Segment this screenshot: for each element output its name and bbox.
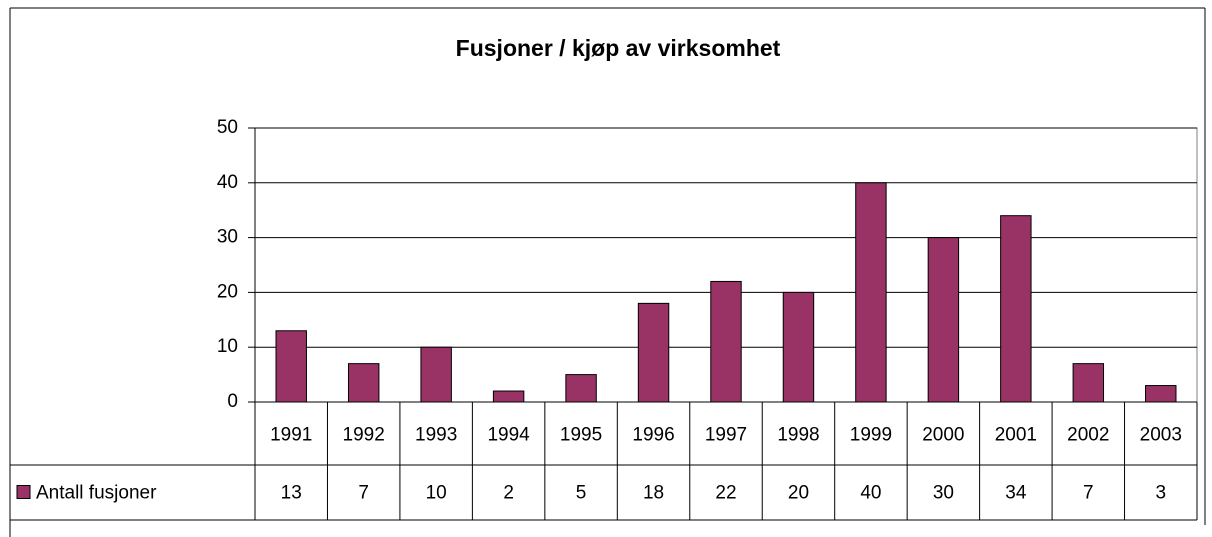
- x-tick-label: 1998: [777, 425, 819, 446]
- x-tick-label: 1999: [850, 425, 892, 446]
- bar: [927, 237, 960, 403]
- bar: [275, 330, 307, 403]
- table-value: 18: [643, 483, 664, 504]
- x-tick-label: 1991: [270, 425, 312, 446]
- x-tick-label: 1996: [632, 425, 674, 446]
- bar: [1000, 215, 1032, 403]
- x-tick-label: 1992: [343, 425, 385, 446]
- legend-key: [16, 485, 31, 499]
- y-tick-label: 0: [227, 391, 238, 412]
- table-value: 34: [1005, 483, 1027, 504]
- table-value: 10: [426, 483, 447, 504]
- x-tick-label: 1993: [415, 425, 457, 446]
- table-value: 30: [933, 483, 954, 504]
- bar: [565, 374, 597, 403]
- bar: [637, 302, 670, 403]
- table-value: 7: [358, 483, 369, 504]
- x-tick-label: 2002: [1067, 425, 1109, 446]
- bar: [1145, 385, 1177, 403]
- table-value: 20: [788, 483, 809, 504]
- bar: [782, 291, 815, 403]
- table-value: 13: [281, 483, 302, 504]
- table-value: 40: [860, 483, 881, 504]
- x-tick-label: 2003: [1140, 425, 1182, 446]
- y-tick-label: 20: [217, 281, 238, 302]
- x-tick-label: 1995: [560, 425, 602, 446]
- table-value: 22: [715, 483, 736, 504]
- x-tick-label: 1997: [705, 425, 747, 446]
- table-value: 2: [503, 483, 514, 504]
- table-value: 7: [1083, 483, 1094, 504]
- table-value: 5: [576, 483, 587, 504]
- y-tick-label: 10: [217, 336, 238, 357]
- y-tick-label: 40: [217, 172, 238, 193]
- bar: [492, 390, 525, 403]
- bar: [420, 346, 452, 403]
- x-tick-label: 2000: [922, 425, 964, 446]
- table-value: 3: [1155, 483, 1166, 504]
- x-tick-label: 1994: [487, 425, 530, 446]
- legend-label: Antall fusjoner: [36, 483, 157, 504]
- bar: [347, 363, 380, 403]
- y-tick-label: 50: [217, 117, 238, 138]
- bar: [1072, 363, 1105, 403]
- chart-title: Fusjoner / kjøp av virksomhet: [456, 35, 781, 61]
- x-tick-label: 2001: [995, 425, 1037, 446]
- y-tick-label: 30: [217, 227, 238, 248]
- bar: [710, 280, 742, 403]
- bar: [855, 182, 887, 403]
